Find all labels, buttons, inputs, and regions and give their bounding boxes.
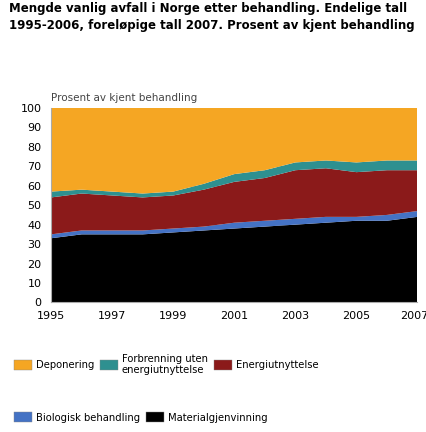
Text: Mengde vanlig avfall i Norge etter behandling. Endelige tall: Mengde vanlig avfall i Norge etter behan…: [9, 2, 407, 15]
Legend: Biologisk behandling, Materialgjenvinning: Biologisk behandling, Materialgjenvinnin…: [14, 413, 267, 422]
Text: Prosent av kjent behandling: Prosent av kjent behandling: [51, 93, 197, 103]
Legend: Deponering, Forbrenning uten
energiutnyttelse, Energiutnyttelse: Deponering, Forbrenning uten energiutnyt…: [14, 353, 319, 375]
Text: 1995-2006, foreløpige tall 2007. Prosent av kjent behandling: 1995-2006, foreløpige tall 2007. Prosent…: [9, 19, 414, 32]
